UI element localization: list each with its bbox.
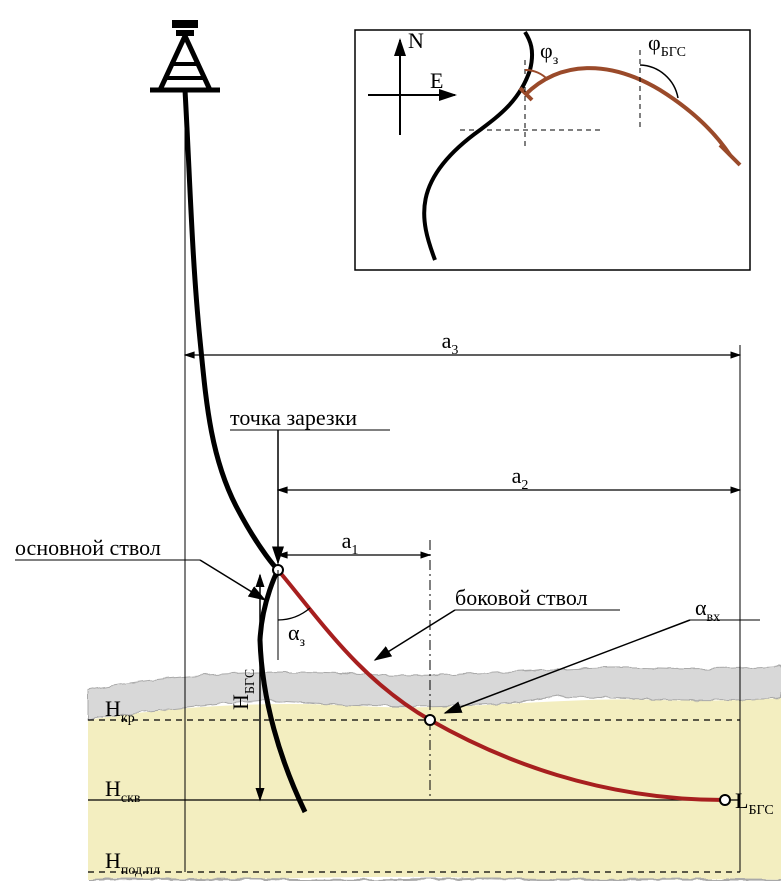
main-bore-label: основной ствол xyxy=(15,535,161,560)
a1-label: а1 xyxy=(342,528,359,558)
side-bore-label: боковой ствол xyxy=(455,585,588,610)
derrick-icon xyxy=(150,20,220,90)
reservoir-fill xyxy=(88,698,781,880)
inset-plan-view: N E φз φБГС xyxy=(355,28,750,270)
a2-label: а2 xyxy=(512,463,529,493)
diagram-svg: Нкр Нскв Нпод.пл а3 а2 а1 αз НБГС точка … xyxy=(0,0,781,894)
mainbore-leader xyxy=(200,560,265,600)
a3-label: а3 xyxy=(442,328,459,358)
alpha-z-label: αз xyxy=(288,620,306,650)
formation xyxy=(88,666,781,880)
L-point xyxy=(720,795,730,805)
alpha-z-arc xyxy=(278,608,310,620)
entry-point xyxy=(425,715,435,725)
sidebore-leader xyxy=(375,610,455,660)
well-sidetrack-diagram: { "canvas": {"w": 781, "h": 894}, "color… xyxy=(0,0,781,894)
inset-N-label: N xyxy=(408,28,424,53)
inset-E-label: E xyxy=(430,68,443,93)
kickoff-label: точка зарезки xyxy=(230,405,357,430)
